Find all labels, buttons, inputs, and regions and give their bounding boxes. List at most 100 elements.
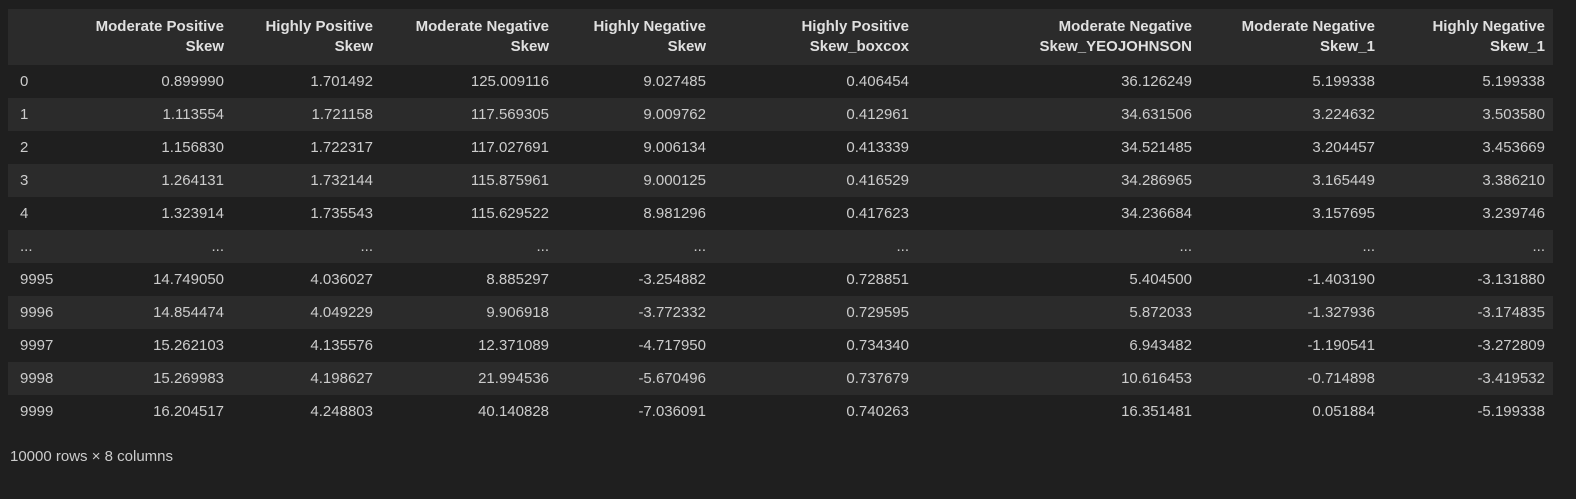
table-cell: 5.404500 [1129,271,1192,288]
column-header: Highly Negative Skew_1 [1432,18,1545,55]
table-cell: -3.254882 [638,271,706,288]
table-cell: 115.629522 [470,205,549,222]
table-cell: 8.885297 [486,271,549,288]
column-header: Moderate Negative Skew_YEOJOHNSON [1039,18,1192,55]
table-cell: ... [360,238,373,255]
table-cell: 34.631506 [1121,106,1192,123]
column-header: Moderate Negative Skew_1 [1241,18,1375,55]
table-cell: 0.412961 [846,106,909,123]
column-header: Highly Positive Skew [265,18,373,55]
column-header: Moderate Positive Skew [95,18,224,55]
table-cell: -3.772332 [638,304,706,321]
table-row: 9997 15.262103 4.135576 12.371089 -4.717950 0… [8,329,1553,362]
row-index: 3 [20,172,29,189]
table-cell: 5.872033 [1129,304,1192,321]
table-cell: 0.413339 [846,139,909,156]
table-cell: 0.899990 [161,73,224,90]
table-cell: ... [896,238,909,255]
table-cell: 1.701492 [310,73,373,90]
table-cell: 6.943482 [1129,337,1192,354]
table-cell: -7.036091 [638,403,706,420]
table-cell: 4.198627 [310,370,373,387]
table-cell: 3.239746 [1482,205,1545,222]
table-cell: 14.854474 [153,304,224,321]
table-cell: 1.721158 [311,106,373,123]
table-cell: 1.722317 [310,139,373,156]
table-cell: 12.371089 [478,337,549,354]
table-cell: 117.027691 [470,139,549,156]
table-cell: 1.323914 [161,205,224,222]
table-cell: 15.269983 [153,370,224,387]
table-cell: 34.521485 [1121,139,1192,156]
dataframe-table: Moderate Positive Skew Highly Positive S… [8,9,1553,428]
table-cell: 115.875961 [470,172,549,189]
table-cell: 3.165449 [1312,172,1375,189]
table-body: 0 0.899990 1.701492 125.009116 9.027485 0.406… [8,65,1553,428]
table-cell: -3.272809 [1477,337,1545,354]
table-row: ........................... [8,230,1553,263]
table-row: 9995 14.749050 4.036027 8.885297 -3.254882 0.… [8,263,1553,296]
table-cell: ... [693,238,706,255]
table-cell: 0.406454 [846,73,909,90]
row-index: 9999 [20,403,54,420]
row-index: 1 [20,106,29,123]
table-cell: 3.224632 [1312,106,1375,123]
table-cell: 0.728851 [846,271,909,288]
table-cell: 0.417623 [846,205,909,222]
table-cell: -1.190541 [1307,337,1375,354]
table-row: 0 0.899990 1.701492 125.009116 9.027485 0.406… [8,65,1553,98]
table-cell: ... [536,238,549,255]
table-cell: 1.735543 [310,205,373,222]
table-row: 9996 14.854474 4.049229 9.906918 -3.772332 0.… [8,296,1553,329]
table-cell: 34.236684 [1121,205,1192,222]
table-cell: 0.051884 [1312,403,1375,420]
table-cell: 0.416529 [846,172,909,189]
row-index: 2 [20,139,29,156]
table-cell: ... [211,238,224,255]
table-cell: 3.157695 [1312,205,1375,222]
table-cell: ... [1532,238,1545,255]
table-cell: 9.027485 [643,73,706,90]
column-header: Highly Negative Skew [593,18,706,55]
table-cell: 0.740263 [846,403,909,420]
row-index: 0 [20,73,29,90]
table-cell: 16.204517 [153,403,224,420]
table-cell: 9.009762 [643,106,706,123]
table-cell: 0.734340 [846,337,909,354]
row-index: 9997 [20,337,54,354]
table-cell: 4.135576 [310,337,373,354]
row-index: ... [20,238,33,255]
table-row: 9998 15.269983 4.198627 21.994536 -5.670496 0… [8,362,1553,395]
table-cell: 9.000125 [643,172,706,189]
table-cell: 34.286965 [1121,172,1192,189]
table-cell: 15.262103 [153,337,224,354]
table-cell: 8.981296 [643,205,706,222]
row-index: 9996 [20,304,54,321]
table-cell: -0.714898 [1307,370,1375,387]
table-cell: 5.199338 [1312,73,1375,90]
row-index: 9998 [20,370,54,387]
table-cell: 3.204457 [1312,139,1375,156]
table-cell: 4.049229 [310,304,373,321]
table-cell: 21.994536 [478,370,549,387]
table-row: 4 1.323914 1.735543 115.629522 8.981296 0.417… [8,197,1553,230]
table-cell: 3.503580 [1482,106,1545,123]
table-cell: 14.749050 [153,271,224,288]
table-cell: 3.386210 [1482,172,1545,189]
table-cell: 125.009116 [470,73,549,90]
table-cell: 0.729595 [846,304,909,321]
table-cell: 5.199338 [1482,73,1545,90]
table-cell: -5.670496 [638,370,706,387]
table-cell: -3.174835 [1477,304,1545,321]
table-cell: -5.199338 [1477,403,1545,420]
table-cell: 0.737679 [846,370,909,387]
column-header: Highly Positive Skew_boxcox [801,18,909,55]
table-cell: -1.403190 [1307,271,1375,288]
table-cell: 10.616453 [1121,370,1192,387]
table-cell: 1.264131 [161,172,224,189]
table-row: 3 1.264131 1.732144 115.875961 9.000125 0.416… [8,164,1553,197]
table-cell: 117.569305 [470,106,549,123]
table-cell: ... [1179,238,1192,255]
table-cell: -4.717950 [638,337,706,354]
